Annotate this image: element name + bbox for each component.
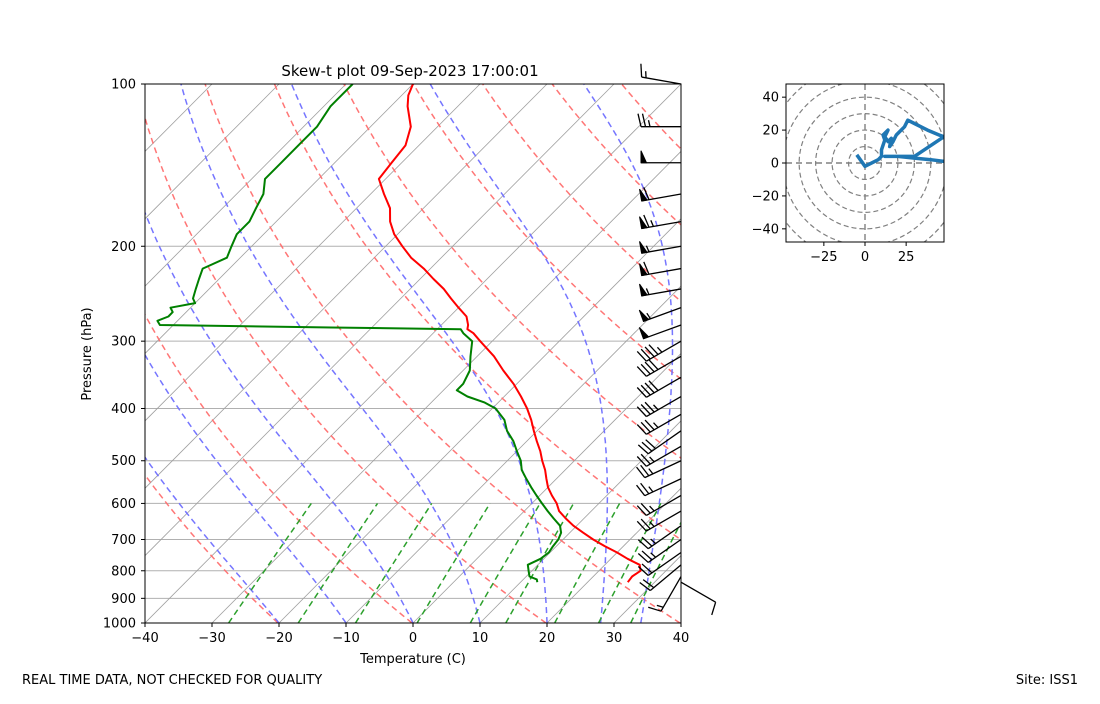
hodograph-y-tick-label: 40 bbox=[762, 91, 779, 106]
hodograph-x-tick-label: 25 bbox=[898, 250, 915, 265]
x-tick-label: 0 bbox=[409, 631, 417, 646]
y-tick-label: 900 bbox=[111, 592, 136, 607]
hodograph-y-tick-label: 0 bbox=[771, 157, 779, 172]
x-tick-label: −20 bbox=[265, 631, 292, 646]
y-tick-label: 500 bbox=[111, 454, 136, 469]
x-tick-label: 40 bbox=[673, 631, 690, 646]
y-tick-label: 700 bbox=[111, 533, 136, 548]
hodograph-y-ticks: −40 −20 0 20 40 bbox=[752, 91, 786, 238]
wind-barb bbox=[681, 582, 716, 615]
skewt-title: Skew-t plot 09-Sep-2023 17:00:01 bbox=[281, 62, 538, 80]
hodograph-x-ticks: −25 0 25 bbox=[810, 242, 914, 265]
hodograph-x-tick-label: 0 bbox=[861, 250, 869, 265]
x-tick-label: −40 bbox=[131, 631, 158, 646]
skewt-y-ticks: 1000 900 800 700 600 500 400 300 200 100 bbox=[103, 78, 145, 632]
moist-adiabat bbox=[681, 84, 765, 623]
y-tick-label: 100 bbox=[111, 78, 136, 93]
x-tick-label: 10 bbox=[472, 631, 489, 646]
quality-disclaimer: REAL TIME DATA, NOT CHECKED FOR QUALITY bbox=[22, 673, 322, 688]
skewt-y-label: Pressure (hPa) bbox=[80, 307, 95, 400]
x-tick-label: 20 bbox=[539, 631, 556, 646]
isotherm bbox=[0, 84, 11, 623]
x-tick-label: 30 bbox=[606, 631, 623, 646]
x-tick-label: −10 bbox=[332, 631, 359, 646]
skewt-x-ticks: −40 −30 −20 −10 0 10 20 30 40 bbox=[131, 623, 689, 646]
wind-barb bbox=[641, 64, 681, 84]
y-tick-label: 1000 bbox=[103, 617, 136, 632]
y-tick-label: 800 bbox=[111, 564, 136, 579]
hodograph-y-tick-label: −20 bbox=[752, 189, 779, 204]
y-tick-label: 600 bbox=[111, 497, 136, 512]
hodograph-x-tick-label: −25 bbox=[810, 250, 837, 265]
y-tick-label: 300 bbox=[111, 335, 136, 350]
hodograph-panel: −25 0 25 −40 −20 0 20 40 bbox=[752, 64, 964, 265]
x-tick-label: −30 bbox=[198, 631, 225, 646]
hodograph-y-tick-label: −40 bbox=[752, 222, 779, 237]
y-tick-label: 200 bbox=[111, 240, 136, 255]
isotherm bbox=[0, 84, 78, 623]
skewt-x-label: Temperature (C) bbox=[359, 652, 466, 667]
y-tick-label: 400 bbox=[111, 402, 136, 417]
hodograph-y-tick-label: 20 bbox=[762, 124, 779, 139]
site-label: Site: ISS1 bbox=[1016, 673, 1078, 688]
